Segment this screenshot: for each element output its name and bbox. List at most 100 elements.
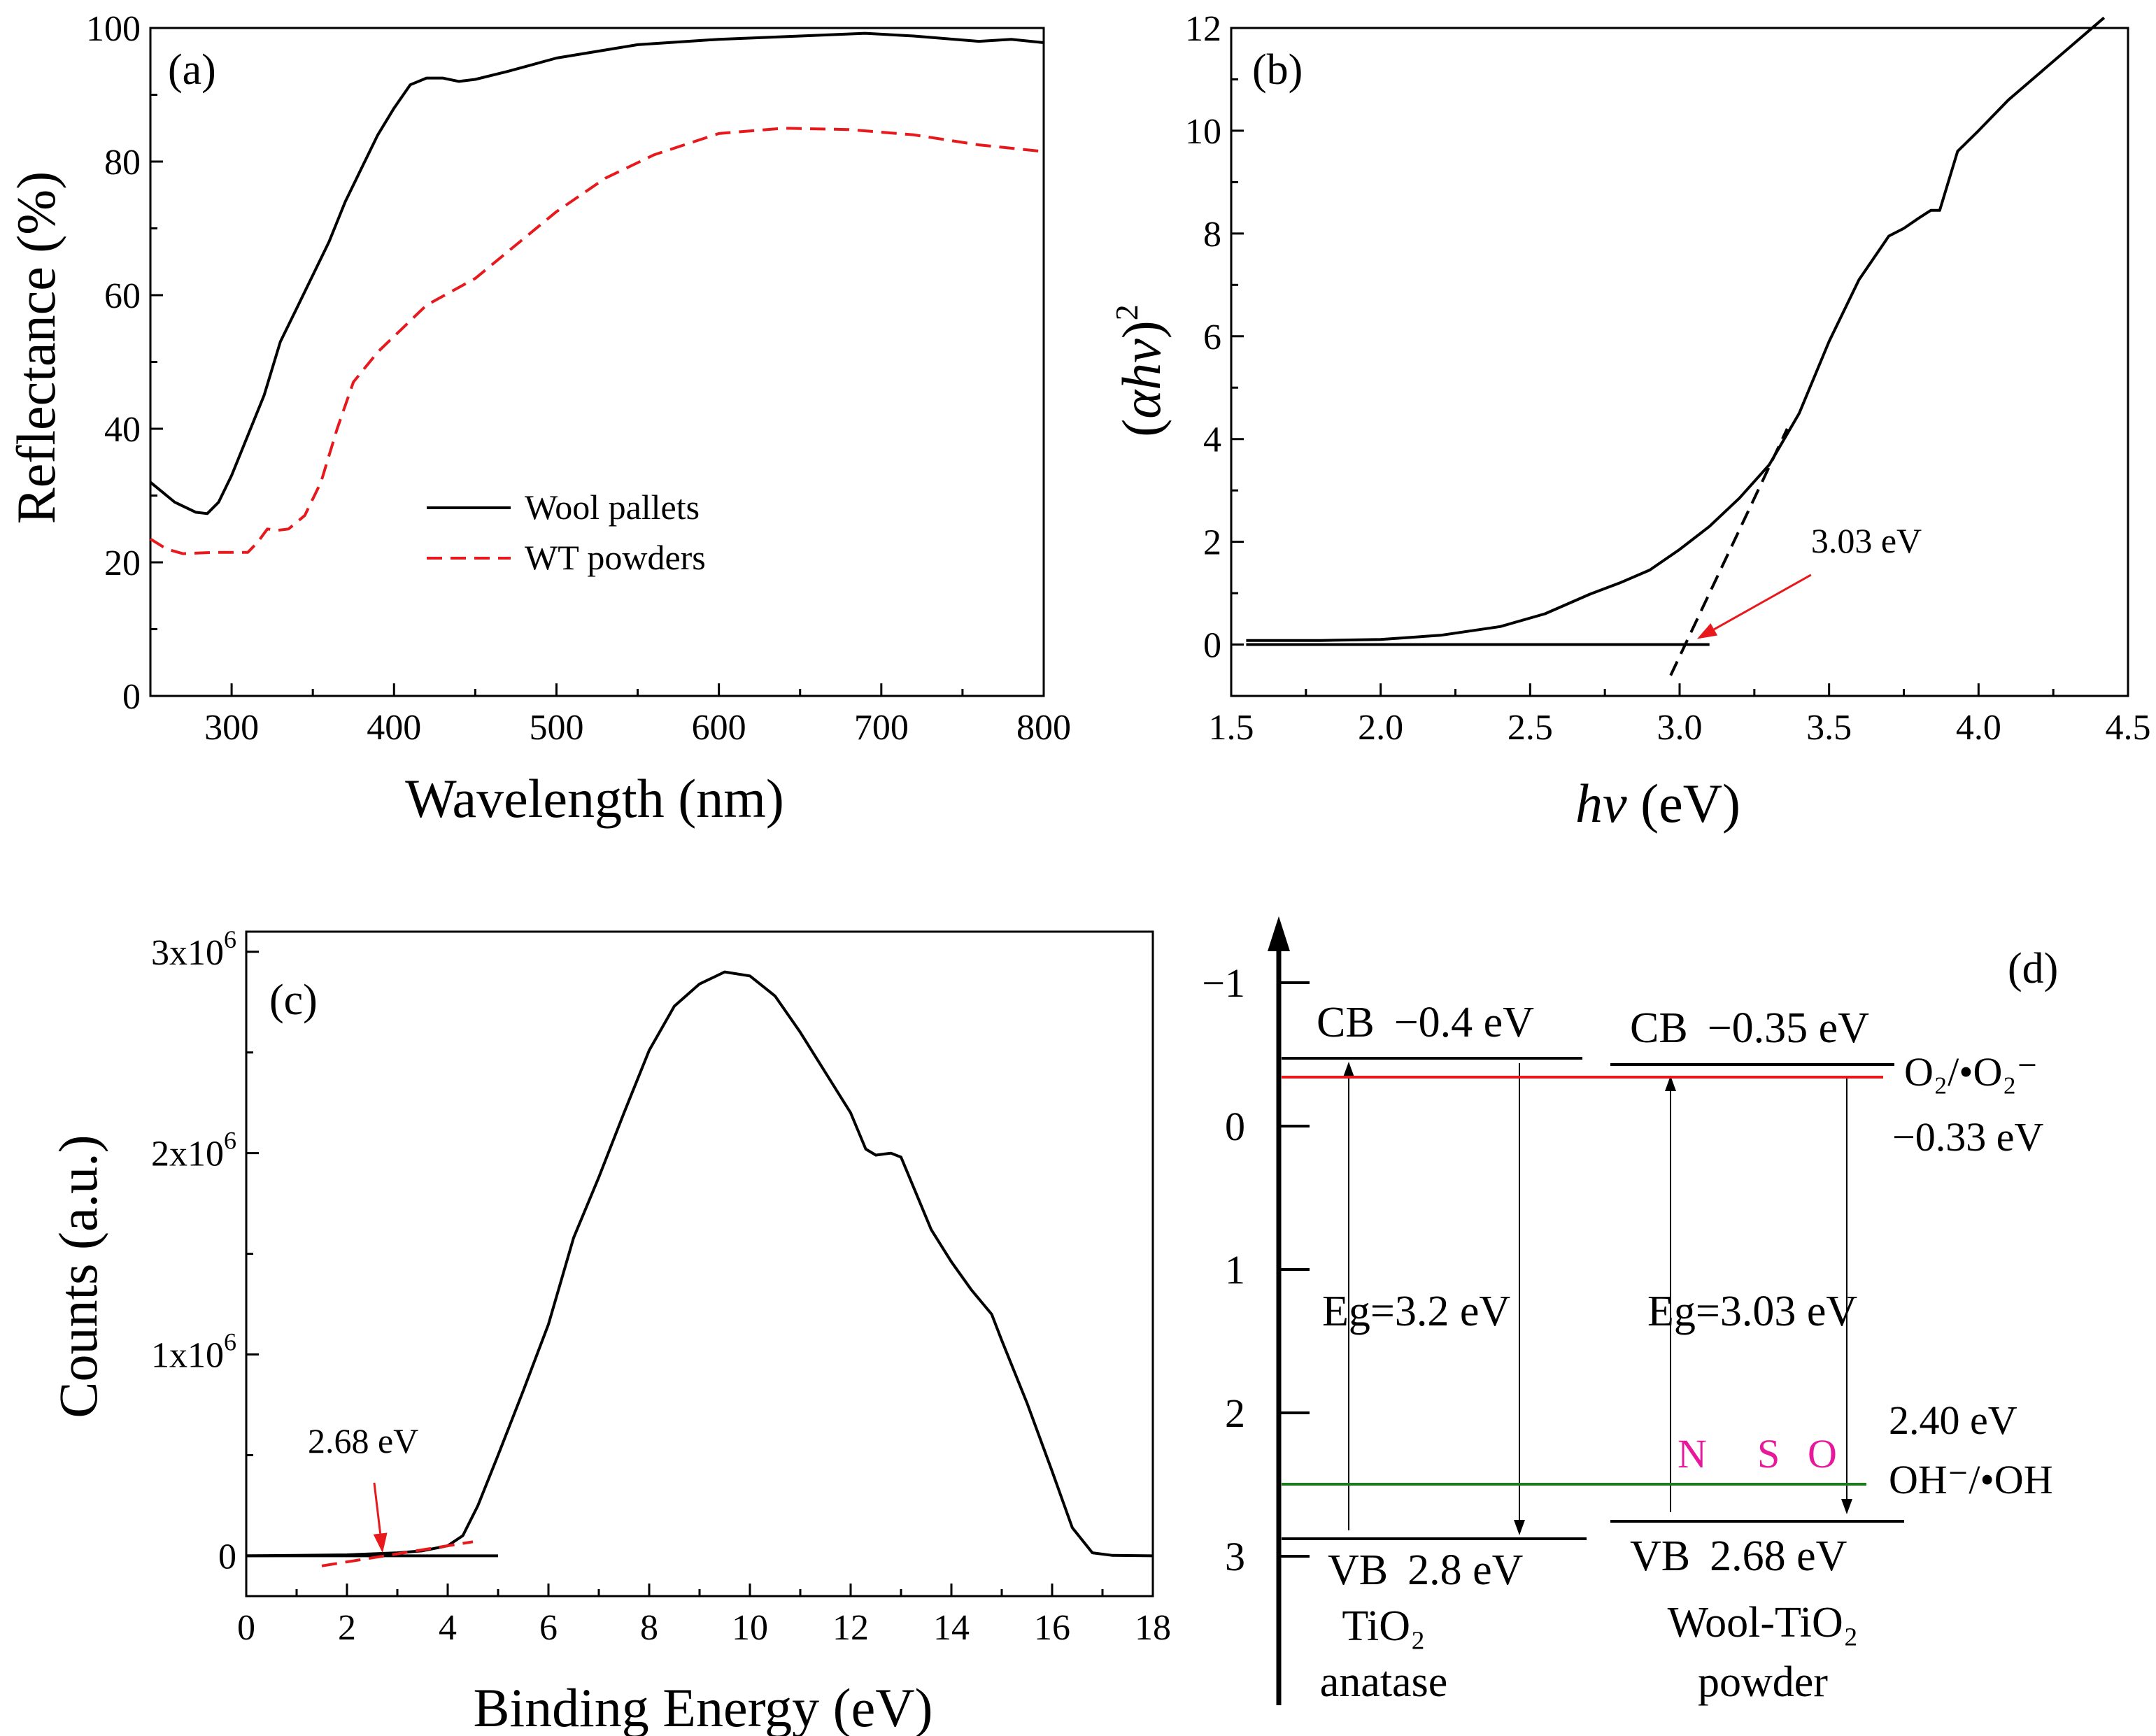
b-xtick-label: 2.0 (1358, 708, 1403, 748)
b-ytick-label: 8 (1203, 215, 1221, 255)
relaxation-arrowhead-anatase (1514, 1520, 1525, 1535)
c-series-vb-xps-spectrum (246, 970, 1154, 1558)
c-ytick-label-exp: 6 (224, 1328, 236, 1356)
legend-label-wt-powders: WT powders (525, 538, 706, 577)
y-axis-title-b-exp: 2 (1109, 304, 1144, 320)
x-axis-title-b: hν (eV) (1575, 773, 1740, 834)
c-xtick-label: 14 (933, 1608, 970, 1648)
a-xtick-label: 400 (367, 708, 421, 748)
excitation-arrowhead-anatase (1343, 1062, 1354, 1077)
dopant-label-n: N (1678, 1431, 1707, 1477)
c-xtick-label: 18 (1135, 1608, 1171, 1648)
b-xtick-label: 4.0 (1956, 708, 2001, 748)
energy-axis-tick-label: 3 (1225, 1534, 1245, 1579)
x-axis-title-a: Wavelength (nm) (405, 768, 784, 829)
plot-frame-b (1230, 27, 2129, 697)
redox-value-o2: −0.33 eV (1892, 1114, 2043, 1160)
energy-axis-tick-label: 2 (1225, 1390, 1245, 1436)
a-series-wool-pallets (149, 31, 1044, 515)
ticks-a: 300 400 500 600 700 800 0 20 40 60 80 100 (86, 9, 1071, 748)
dopant-label-o: O (1808, 1431, 1837, 1477)
energy-axis-tick-label: −1 (1202, 960, 1245, 1006)
energy-axis-arrowhead (1268, 916, 1290, 951)
a-ytick-label: 0 (122, 677, 141, 717)
c-xtick-label: 2 (338, 1608, 356, 1648)
redox-label-o2: O₂/•O₂⁻ (1904, 1049, 2038, 1095)
vb-label-wool-tio2-name: VB (1630, 1532, 1690, 1580)
vb-label-wool-tio2: VB 2.68 eV (1630, 1532, 1848, 1580)
b-xtick-label: 2.5 (1508, 708, 1553, 748)
cb-label-wool-tio2: CB −0.35 eV (1630, 1004, 1869, 1052)
cb-label-anatase-value: −0.4 eV (1394, 999, 1534, 1046)
c-series-linear-fit (321, 1540, 474, 1567)
panel-b: 1.5 2.0 2.5 3.0 3.5 4.0 4.5 0 2 4 6 8 10 12 (b) hν (e… (1109, 9, 2151, 834)
x-axis-title-b-symbol: hν (1575, 773, 1627, 834)
vb-label-anatase-value: 2.8 eV (1407, 1546, 1524, 1594)
c-xtick-label: 8 (640, 1608, 658, 1648)
c-xtick-label: 6 (539, 1608, 558, 1648)
panel-letter-b: (b) (1252, 46, 1303, 94)
a-xtick-label: 500 (529, 708, 583, 748)
a-xtick-label: 600 (692, 708, 746, 748)
panel-a: 300 400 500 600 700 800 0 20 40 60 80 100 (a) Wavel… (6, 9, 1071, 829)
b-ytick-label: 4 (1203, 420, 1221, 460)
gap-label-anatase: Eg=3.2 eV (1322, 1288, 1510, 1335)
band-group-wool-tio2: CB −0.35 eV VB 2.68 eV Eg=3.03 eV Wool-TiO… (1610, 1004, 1904, 1706)
annotation-arrowhead-b (1696, 623, 1718, 639)
c-xtick-label: 10 (732, 1608, 768, 1648)
c-xtick-label: 0 (237, 1608, 255, 1648)
annotation-label-b: 3.03 eV (1811, 521, 1922, 560)
annotation-arrow-b (1713, 574, 1812, 631)
band-group-anatase: CB −0.4 eV VB 2.8 eV Eg=3.2 eV TiO₂ anatas… (1282, 999, 1587, 1706)
plot-frame-a (149, 27, 1045, 697)
b-xtick-label: 1.5 (1209, 708, 1254, 748)
material-subname-wool-tio2: powder (1698, 1658, 1828, 1706)
a-xtick-label: 800 (1016, 708, 1071, 748)
lines-b (1246, 16, 2106, 676)
y-axis-title-c: Counts (a.u.) (48, 1134, 108, 1418)
b-xtick-label: 4.5 (2106, 708, 2151, 748)
cb-label-wool-tio2-name: CB (1630, 1004, 1688, 1052)
gap-label-wool-tio2: Eg=3.03 eV (1647, 1288, 1857, 1335)
excitation-arrowhead-wool-tio2 (1665, 1076, 1676, 1091)
vb-label-anatase-name: VB (1328, 1546, 1388, 1594)
cb-label-anatase: CB −0.4 eV (1317, 999, 1534, 1046)
a-ytick-label: 100 (86, 9, 141, 49)
energy-axis-tick-label: 1 (1225, 1247, 1245, 1293)
cb-label-anatase-name: CB (1317, 999, 1375, 1046)
vb-label-wool-tio2-value: 2.68 eV (1710, 1532, 1848, 1580)
redox-value-oh: 2.40 eV (1889, 1397, 2017, 1443)
c-ytick-label-exp: 6 (224, 925, 236, 953)
vb-label-anatase: VB 2.8 eV (1328, 1546, 1524, 1594)
a-xtick-label: 700 (854, 708, 909, 748)
relaxation-arrowhead-wool-tio2 (1841, 1499, 1852, 1514)
plot-frame-c (245, 930, 1154, 1598)
a-ytick-label: 60 (104, 276, 141, 316)
a-series-wt-powders (149, 127, 1044, 555)
panel-letter-c: (c) (269, 976, 318, 1024)
ticks-b: 1.5 2.0 2.5 3.0 3.5 4.0 4.5 0 2 4 6 8 10 12 (1185, 9, 2151, 748)
panel-letter-a: (a) (168, 46, 216, 94)
b-xtick-label: 3.0 (1657, 708, 1703, 748)
material-subname-anatase: anatase (1320, 1658, 1447, 1706)
annotation-arrow-c (373, 1482, 382, 1534)
c-ytick-label: 1x106 (151, 1328, 236, 1376)
c-ytick-label: 2x106 (151, 1127, 236, 1174)
material-name-wool-tio2: Wool-TiO₂ (1668, 1599, 1859, 1646)
panel-letter-d: (d) (2008, 945, 2058, 992)
b-ytick-label: 0 (1203, 626, 1221, 666)
lines-c (246, 970, 1154, 1567)
b-series-linear-fit (1669, 428, 1789, 676)
c-ytick-label-base: 2x10 (151, 1134, 224, 1174)
b-ytick-label: 2 (1203, 523, 1221, 563)
a-xtick-label: 300 (204, 708, 259, 748)
dopant-label-s: S (1757, 1431, 1780, 1477)
y-axis-title-b: (αhν)2 (1109, 304, 1172, 437)
lines-a (149, 31, 1044, 555)
annotation-bandedge-c: 2.68 eV (308, 1421, 418, 1553)
b-xtick-label: 3.5 (1806, 708, 1852, 748)
x-axis-title-b-unit: (eV) (1627, 773, 1740, 834)
legend-a: Wool pallets WT powders (427, 488, 706, 577)
